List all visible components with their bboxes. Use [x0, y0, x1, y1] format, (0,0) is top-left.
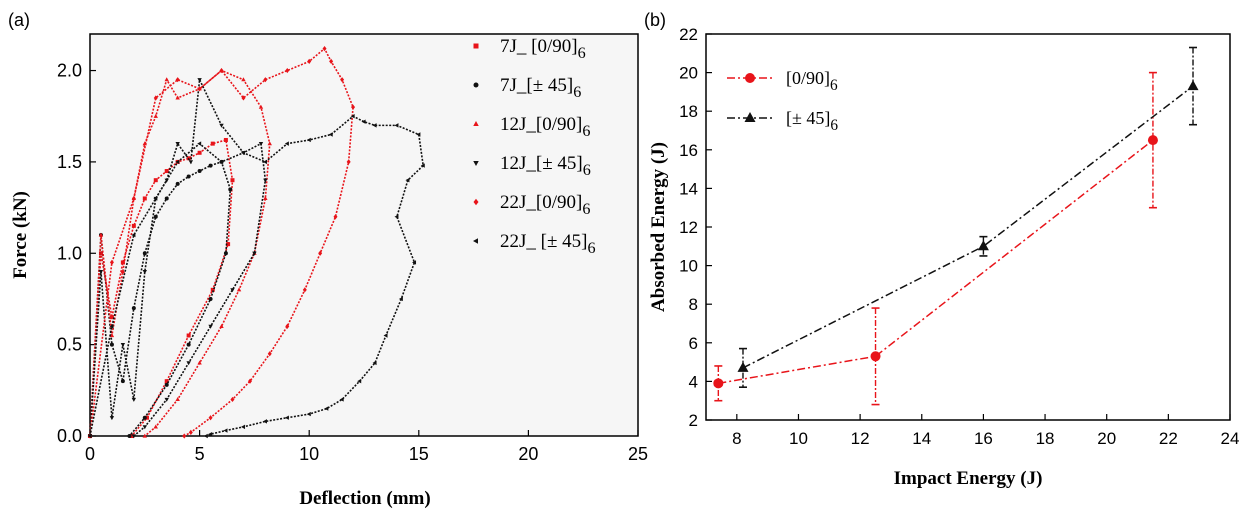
panel-label-b: (b)	[644, 10, 666, 30]
chart-b-y-tick-label: 18	[679, 102, 698, 121]
chart-b-y-tick-label: 10	[679, 257, 698, 276]
force-deflection-chart: 0 5 10 15 20 250.00.51.01.52.0 7J_ [0/90]67J_…	[10, 34, 648, 509]
chart-a-data-point	[211, 142, 215, 146]
chart-a-data-point	[154, 178, 158, 182]
chart-a-data-point	[176, 182, 180, 186]
chart-b-xlabel: Impact Energy (J)	[894, 468, 1043, 489]
chart-a-data-point	[198, 169, 202, 173]
chart-b-y-tick-label: 12	[679, 218, 698, 237]
chart-b-y-tick-label: 8	[689, 295, 698, 314]
chart-a-ylabel: Force (kN)	[10, 191, 31, 279]
absorbed-energy-chart: 8 10 12 14 16 18 20 22 24246810121416182022 [0/9…	[648, 25, 1239, 489]
chart-b-x-tick-label: 18	[1036, 429, 1055, 448]
chart-b-x-tick-label: 12	[851, 429, 870, 448]
chart-b-data-point	[871, 351, 881, 361]
chart-a-data-point	[198, 151, 202, 155]
chart-a-data-point	[165, 169, 169, 173]
chart-a-data-point	[187, 175, 191, 179]
chart-a-y-tick-label: 2.0	[57, 61, 82, 81]
chart-a-data-point	[165, 196, 169, 200]
chart-b-x-tick-label: 16	[974, 429, 993, 448]
chart-a-data-point	[187, 334, 191, 338]
chart-a-x-tick-label: 20	[518, 444, 538, 464]
chart-a-data-point	[209, 164, 213, 168]
chart-a-xlabel: Deflection (mm)	[299, 488, 430, 509]
chart-b-y-tick-label: 22	[679, 25, 698, 44]
chart-b-y-tick-label: 16	[679, 141, 698, 160]
chart-b-x-tick-label: 22	[1159, 429, 1178, 448]
chart-a-data-point	[228, 187, 232, 191]
chart-a-data-point	[224, 138, 228, 142]
chart-b-y-tick-label: 2	[689, 411, 698, 430]
chart-b-plot-area	[706, 34, 1230, 420]
chart-a-x-tick-label: 10	[299, 444, 319, 464]
chart-a-x-tick-label: 25	[628, 444, 648, 464]
chart-a-x-tick-label: 0	[85, 444, 95, 464]
chart-b-y-tick-label: 20	[679, 64, 698, 83]
chart-a-legend-marker	[474, 83, 479, 88]
chart-b-x-tick-label: 14	[912, 429, 931, 448]
chart-a-data-point	[132, 224, 136, 228]
chart-b-x-tick-label: 10	[789, 429, 808, 448]
chart-b-x-tick-label: 20	[1097, 429, 1116, 448]
chart-b-data-point	[1148, 135, 1158, 145]
chart-a-y-tick-label: 0.0	[57, 426, 82, 446]
chart-a-data-point	[110, 343, 114, 347]
chart-b-legend-marker	[745, 73, 755, 83]
chart-a-y-tick-label: 1.5	[57, 152, 82, 172]
chart-b-x-tick-label: 24	[1221, 429, 1240, 448]
chart-b-x-tick-label: 8	[732, 429, 741, 448]
chart-a-data-point	[209, 297, 213, 301]
chart-b-data-point	[713, 378, 723, 388]
chart-a-y-tick-label: 0.5	[57, 335, 82, 355]
chart-a-data-point	[132, 306, 136, 310]
chart-a-legend-marker	[474, 44, 479, 49]
chart-b-y-tick-label: 6	[689, 334, 698, 353]
chart-a-data-point	[127, 434, 131, 438]
panel-label-a: (a)	[8, 10, 30, 30]
chart-a-data-point	[143, 196, 147, 200]
chart-a-data-point	[165, 383, 169, 387]
chart-a-data-point	[154, 215, 158, 219]
chart-a-data-point	[143, 251, 147, 255]
chart-a-data-point	[187, 343, 191, 347]
chart-a-x-tick-label: 15	[409, 444, 429, 464]
chart-a-x-tick-label: 5	[195, 444, 205, 464]
chart-a-data-point	[121, 379, 125, 383]
chart-b-y-tick-label: 4	[689, 372, 698, 391]
chart-b-ylabel: Absorbed Energy (J)	[648, 142, 669, 312]
chart-a-data-point	[143, 416, 147, 420]
chart-a-data-point	[230, 178, 234, 182]
chart-a-y-tick-label: 1.0	[57, 243, 82, 263]
chart-b-y-tick-label: 14	[679, 179, 698, 198]
chart-a-data-point	[224, 251, 228, 255]
